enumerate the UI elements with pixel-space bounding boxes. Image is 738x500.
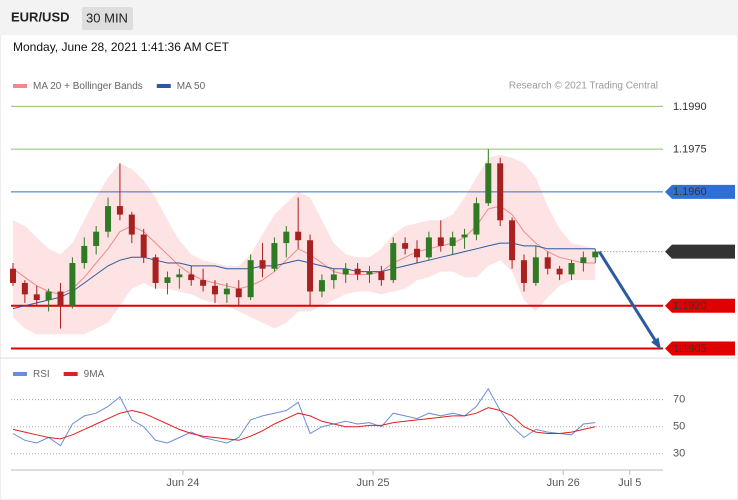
- indicator-line: [12, 387, 596, 447]
- level-label-box: [665, 341, 735, 356]
- candle-body: [307, 240, 314, 292]
- level-label: 1.1939: [673, 246, 707, 258]
- candle-body: [509, 220, 516, 261]
- candle-body: [544, 257, 551, 269]
- level-label-box: [665, 298, 735, 313]
- candle-body: [223, 288, 230, 295]
- legend-swatch: [63, 372, 78, 376]
- candle-body: [354, 268, 361, 275]
- candle-body: [414, 248, 421, 258]
- candle-body: [473, 203, 480, 235]
- candle-body: [283, 231, 290, 244]
- level-label: 1.1920: [673, 300, 707, 312]
- x-tick-label: Jul 5: [618, 477, 641, 489]
- candle-body: [93, 231, 100, 246]
- interval-badge[interactable]: [82, 7, 133, 30]
- candle-body: [164, 277, 171, 283]
- candle-body: [57, 291, 64, 306]
- forecast-arrow: [597, 250, 661, 348]
- level-label: 1.1905: [673, 343, 707, 355]
- candle-body: [449, 237, 456, 246]
- candle-body: [437, 237, 444, 246]
- bollinger-band: [13, 154, 596, 335]
- legend-label: 9MA: [84, 369, 105, 380]
- candle-body: [105, 206, 112, 232]
- candle-body: [497, 163, 504, 221]
- y-tick-label: 30: [673, 448, 685, 460]
- interval[interactable]: 30 MIN: [86, 10, 128, 25]
- candle-body: [45, 291, 52, 301]
- candle-body: [318, 280, 325, 292]
- candle-body: [342, 268, 349, 275]
- candle-body: [81, 245, 88, 264]
- x-tick-label: Jun 25: [357, 477, 390, 489]
- candle-body: [235, 288, 242, 298]
- legend-swatch: [156, 84, 171, 88]
- legend-swatch: [13, 372, 27, 376]
- y-tick-label: 70: [673, 394, 685, 406]
- candle-body: [556, 268, 563, 275]
- candle-body: [378, 271, 385, 281]
- indicator-line: [12, 407, 596, 441]
- candle-body: [69, 263, 76, 306]
- candle-body: [21, 282, 28, 295]
- candle-body: [592, 251, 599, 258]
- legend-swatch: [13, 84, 27, 88]
- candle-body: [568, 263, 575, 275]
- x-tick-label: Jun 24: [166, 477, 199, 489]
- level-label: 1.1990: [673, 101, 707, 113]
- candle-body: [247, 260, 254, 298]
- legend-label: MA 20 + Bollinger Bands: [33, 81, 143, 92]
- level-label-box: [665, 184, 735, 199]
- y-tick-label: 50: [673, 421, 685, 433]
- level-label: 1.1975: [673, 144, 707, 156]
- forecast-arrow-head: [651, 337, 662, 350]
- timestamp: Monday, June 28, 2021 1:41:36 AM CET: [13, 40, 230, 54]
- candle-body: [152, 257, 159, 283]
- candle-body: [485, 163, 492, 204]
- candle-body: [259, 260, 266, 269]
- moving-average: [12, 242, 596, 310]
- candle-body: [532, 257, 539, 283]
- legend-label: RSI: [33, 369, 50, 380]
- candle-body: [9, 268, 16, 283]
- candle-body: [271, 243, 278, 269]
- candle-body: [390, 243, 397, 281]
- candle-body: [128, 214, 135, 235]
- candle-body: [33, 294, 40, 301]
- candle-body: [295, 231, 302, 241]
- candle-body: [461, 234, 468, 238]
- candle-body: [140, 234, 147, 258]
- candle-body: [211, 285, 218, 295]
- candle-body: [330, 274, 337, 281]
- symbol: EUR/USD: [11, 9, 70, 24]
- candle-body: [116, 206, 123, 215]
- candle-body: [176, 274, 183, 278]
- candle-body: [402, 243, 409, 249]
- candle-body: [366, 271, 373, 275]
- candle-body: [188, 274, 195, 281]
- level-label: 1.1960: [673, 186, 707, 198]
- legend-label: MA 50: [177, 81, 206, 92]
- candle-body: [580, 257, 587, 264]
- candle-body: [520, 260, 527, 283]
- source-note: Research © 2021 Trading Central: [509, 81, 658, 92]
- level-label-box: [665, 244, 735, 259]
- candle-body: [200, 280, 207, 286]
- candle-body: [425, 237, 432, 258]
- x-tick-label: Jun 26: [547, 477, 580, 489]
